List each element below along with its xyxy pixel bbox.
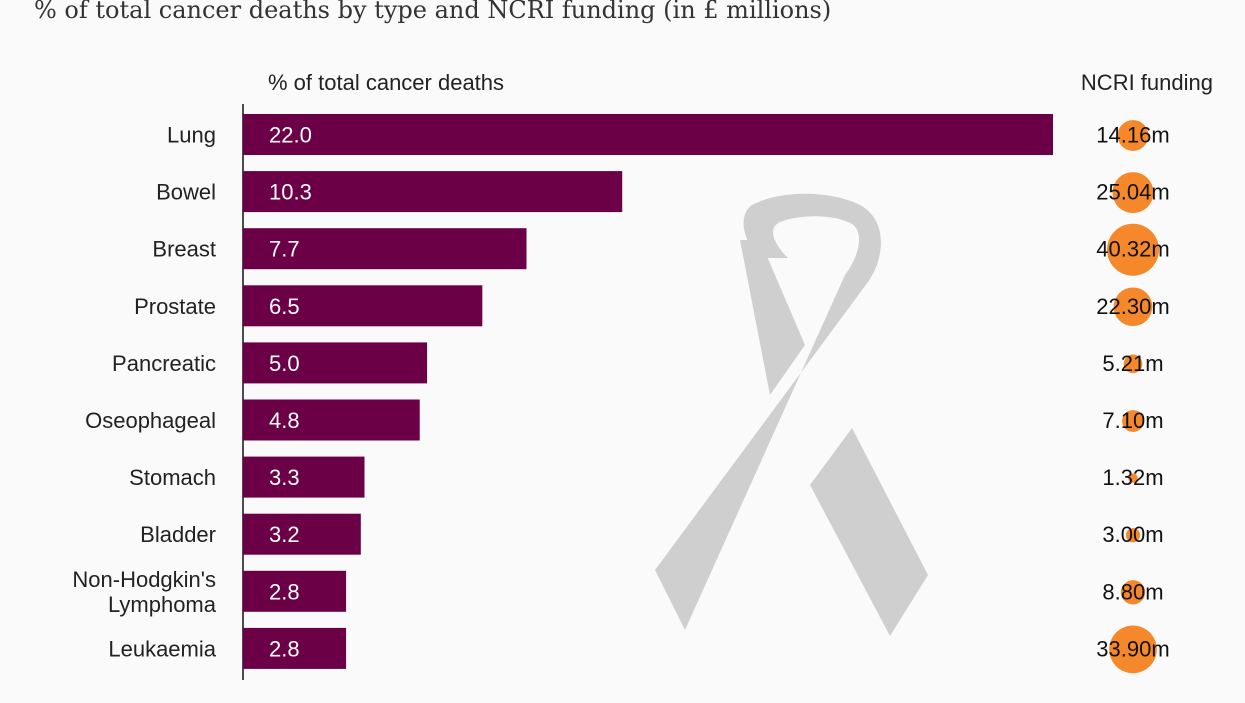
funding-bubble [1125,528,1141,543]
category-label: Stomach [129,465,216,490]
bar [243,342,428,384]
category-label-line: Prostate [134,294,216,319]
funding-group: 14.16m 25.04m 40.32m 22.30m 5.21m 7.10m 1.32m 3… [1096,120,1170,674]
funding-bubble [1107,223,1159,276]
category-label: Prostate [134,294,216,319]
bar-value-label: 2.8 [269,636,300,661]
funding-bubble [1122,410,1144,432]
ribbon-watermark [655,193,928,636]
bars-group: 22.0 Lung 10.3 Bowel 7.7 Breast 6.5 Prostate 5.0… [72,104,1053,680]
funding-bubble [1120,580,1146,605]
ribbon-left-strand [655,193,881,630]
ribbon-right-strand [810,428,928,636]
category-label: Lung [167,123,216,148]
bar-value-label: 3.2 [269,522,300,547]
funding-value-label: 5.21m [1102,351,1163,376]
funding-bubble [1113,287,1153,327]
bar-value-label: 4.8 [269,408,300,433]
category-label-line: Lung [167,123,216,148]
category-label: Breast [152,237,216,262]
bar-value-label: 7.7 [269,237,300,262]
category-label-line: Oseophageal [85,408,216,433]
funding-value-label: 7.10m [1102,408,1163,433]
category-label-line: Bowel [156,180,216,205]
bar [243,570,347,612]
category-label: Oseophageal [85,408,216,433]
category-label: Pancreatic [112,351,216,376]
funding-value-label: 3.00m [1102,522,1163,547]
bar-value-label: 5.0 [269,351,300,376]
category-label-line: Bladder [140,522,216,547]
bar [243,456,365,498]
category-label-line: Stomach [129,465,216,490]
bar-value-label: 2.8 [269,579,300,604]
bar [243,513,361,555]
funding-value-label: 8.80m [1102,579,1163,604]
bar-value-label: 10.3 [269,180,312,205]
bar [243,627,347,669]
bar [243,114,1053,155]
bar [243,171,623,213]
funding-bubble [1109,625,1157,674]
bar [243,285,483,327]
funding-value-label: 40.32m [1096,237,1169,262]
category-label-line: Pancreatic [112,351,216,376]
category-label: Leukaemia [108,636,216,661]
category-label-line: Leukaemia [108,636,216,661]
funding-value-label: 14.16m [1096,123,1169,148]
funding-bubble [1117,120,1149,151]
bar-value-label: 6.5 [269,294,300,319]
x-axis-label: % of total cancer deaths [268,70,505,95]
bar [243,399,420,441]
funding-bubble [1112,172,1154,214]
funding-column-label: NCRI funding [1080,70,1213,95]
category-label-line: Non-Hodgkin's [72,567,216,592]
category-label: Bladder [140,522,216,547]
funding-bubble [1123,354,1143,374]
chart-title: % of total cancer deaths by type and NCR… [34,0,832,24]
category-label-line: Lymphoma [108,592,217,617]
ribbon-loop [740,240,805,395]
bar-value-label: 3.3 [269,465,300,490]
funding-value-label: 1.32m [1102,465,1163,490]
funding-value-label: 22.30m [1096,294,1169,319]
funding-bubble [1128,473,1138,483]
category-label: Non-Hodgkin's Lymphoma [72,567,216,617]
funding-value-label: 33.90m [1096,636,1169,661]
funding-value-label: 25.04m [1096,180,1169,205]
category-label-line: Breast [152,237,216,262]
bar [243,228,527,270]
category-label: Bowel [156,180,216,205]
bar-value-label: 22.0 [269,123,312,148]
